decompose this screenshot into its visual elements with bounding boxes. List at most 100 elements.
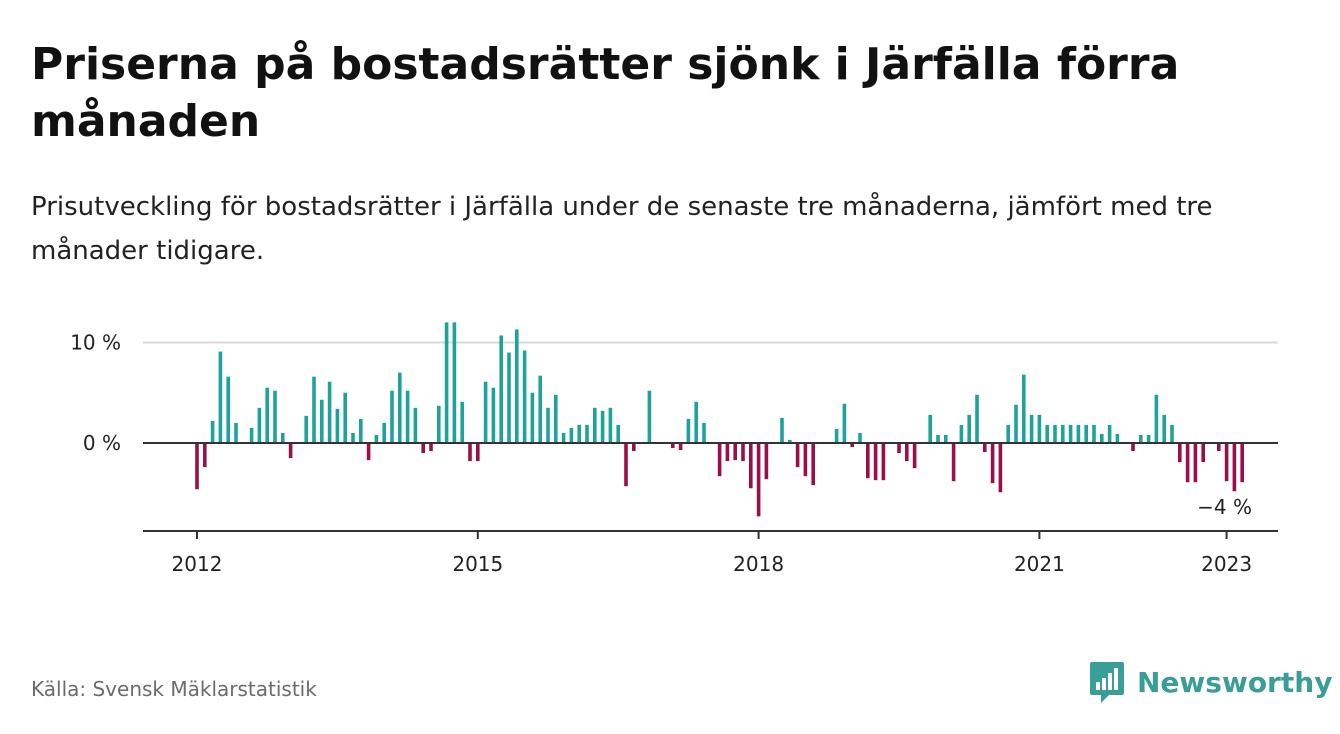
bar <box>382 422 386 443</box>
bar <box>374 434 379 443</box>
bar <box>842 403 847 443</box>
bar <box>905 443 909 462</box>
y-tick-label: 10 % <box>70 331 121 355</box>
bar <box>600 410 605 443</box>
bar <box>1107 424 1112 443</box>
bar <box>483 381 488 443</box>
bar <box>780 417 784 443</box>
bar <box>1131 443 1135 452</box>
bar <box>569 427 574 443</box>
bar <box>1232 443 1237 492</box>
bar <box>897 443 901 454</box>
bar <box>1076 424 1081 443</box>
bar <box>975 394 979 443</box>
bar <box>912 443 917 469</box>
x-tick-label: 2021 <box>1014 552 1065 576</box>
bar <box>967 414 971 443</box>
bar <box>1139 434 1143 443</box>
bar <box>437 405 441 443</box>
bar <box>405 390 410 443</box>
x-tick-label: 2018 <box>733 552 784 576</box>
bar <box>327 381 332 443</box>
chart-subtitle: Prisutveckling för bostadsrätter i Järfä… <box>31 192 1213 266</box>
bar <box>343 392 347 443</box>
bar <box>203 443 207 468</box>
bar <box>593 407 597 443</box>
bar <box>881 443 886 481</box>
bar <box>936 434 940 443</box>
bar <box>249 427 254 443</box>
bar <box>1068 424 1073 443</box>
bar <box>585 424 589 443</box>
bar <box>468 443 472 462</box>
bars <box>195 322 1244 517</box>
bar <box>1092 424 1096 443</box>
bar <box>1022 374 1026 443</box>
x-tick-label: 2015 <box>452 552 503 576</box>
bar <box>226 376 230 443</box>
bar <box>1037 414 1042 443</box>
bar <box>944 434 948 443</box>
bar <box>1006 424 1010 443</box>
bar <box>624 443 628 487</box>
bar <box>491 387 496 443</box>
bar <box>421 443 425 454</box>
bar <box>1045 424 1049 443</box>
bar <box>530 392 535 443</box>
bar <box>858 432 862 443</box>
bar <box>1029 414 1034 443</box>
bar <box>429 443 433 452</box>
bar <box>866 443 870 479</box>
bar <box>335 408 340 443</box>
bar <box>1224 443 1229 482</box>
bar <box>694 401 698 443</box>
x-axis-ticks: 2012 2015 2018 2021 2023 <box>172 531 1252 576</box>
bar <box>218 351 223 443</box>
bar <box>1178 443 1182 463</box>
bar <box>1115 433 1120 443</box>
bar <box>390 390 394 443</box>
x-tick-label: 2012 <box>172 552 223 576</box>
chart-title: Priserna på bostadsrätter sjönk i Järfäl… <box>31 39 1180 147</box>
bar <box>304 415 308 443</box>
bar <box>1240 443 1244 483</box>
bar <box>265 387 269 443</box>
bar <box>476 443 480 462</box>
bar <box>577 424 581 443</box>
bar <box>616 424 620 443</box>
bar <box>983 443 987 453</box>
bar <box>1154 394 1159 443</box>
bar <box>811 443 815 486</box>
bar <box>351 432 355 443</box>
bar <box>288 443 293 459</box>
newsworthy-logo: Newsworthy <box>1089 660 1332 704</box>
bar <box>873 443 878 481</box>
bar <box>195 443 199 490</box>
bar <box>1100 433 1104 443</box>
bar <box>717 443 722 477</box>
bar <box>546 407 550 443</box>
bar-chart-speech-icon <box>1090 662 1124 703</box>
bar <box>1201 443 1205 463</box>
bar <box>452 322 457 443</box>
bar <box>959 424 964 443</box>
bar <box>1170 424 1174 443</box>
source-note: Källa: Svensk Mäklarstatistik <box>31 677 317 701</box>
bar <box>756 443 761 517</box>
bar <box>444 322 449 443</box>
bar <box>1146 434 1151 443</box>
bar <box>632 443 636 452</box>
bar <box>741 443 745 462</box>
bar <box>795 443 800 468</box>
bar <box>398 372 402 443</box>
bar <box>749 443 753 489</box>
bar <box>990 443 995 484</box>
bar <box>507 352 511 443</box>
bar <box>320 399 324 443</box>
bar <box>671 443 675 449</box>
y-tick-label: 0 % <box>83 431 121 455</box>
bar <box>554 394 558 443</box>
y-axis-tick-labels: 0 % 10 % <box>70 331 121 456</box>
bar <box>1014 404 1018 443</box>
bar <box>733 443 737 461</box>
